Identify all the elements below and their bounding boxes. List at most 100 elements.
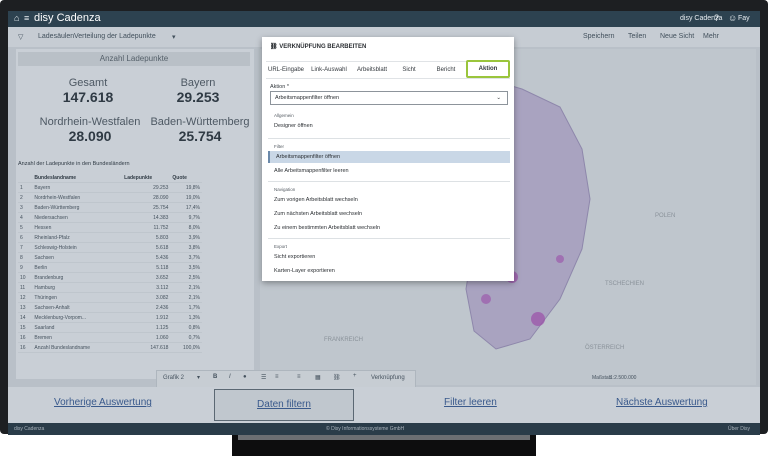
prev-analysis-link[interactable]: Vorherige Auswertung [54, 397, 152, 408]
clear-filter-link[interactable]: Filter leeren [444, 397, 497, 408]
table-row[interactable]: 16 Bremen 1.060 0,7% [18, 332, 202, 343]
scale-label: Maßstab [592, 375, 612, 381]
align-right-icon[interactable]: ≡ [297, 374, 301, 380]
italic-icon[interactable]: I [229, 374, 231, 380]
menu-item[interactable]: Zum nächsten Arbeitsblatt wechseln [274, 211, 363, 217]
column-header[interactable]: Bundeslandname [32, 173, 123, 183]
menu-icon[interactable]: ≡ [24, 13, 30, 23]
user-icon[interactable]: ☺ [728, 13, 738, 23]
user-name[interactable]: Fay [738, 15, 750, 22]
breadcrumb-current[interactable]: Verteilung der Ladepunkte [74, 33, 156, 40]
charging-points: 3.112 [122, 282, 171, 293]
tab-worksheet[interactable]: Arbeitsblatt [356, 67, 387, 73]
table-row[interactable]: 5 Hessen 11.752 8,0% [18, 222, 202, 233]
filter-data-button[interactable]: Daten filtern [214, 389, 354, 421]
action-select[interactable]: Arbeitsmappenfilter öffnen ⌄ [270, 91, 508, 105]
table-row[interactable]: 6 Rheinland-Pfalz 5.803 3,9% [18, 232, 202, 243]
link-icon[interactable]: ⛓ [333, 375, 341, 381]
chevron-down-icon: ⌄ [496, 95, 501, 101]
table-row[interactable]: 11 Hamburg 3.112 2,1% [18, 282, 202, 293]
menu-divider [268, 181, 510, 182]
table-row[interactable]: 10 Brandenburg 3.652 2,5% [18, 272, 202, 283]
menu-group-label: Allgemein [274, 113, 294, 118]
tab-link-selection[interactable]: Link-Auswahl [311, 67, 347, 73]
data-table: Bundeslandname Ladepunkte Quote 1 Bayern 2… [18, 173, 202, 353]
table-row[interactable]: 14 Mecklenburg-Vorpom... 1.912 1,3% [18, 312, 202, 323]
tab-url-input[interactable]: URL-Eingabe [267, 67, 305, 73]
table-row[interactable]: 1 Bayern 29.253 19,8% [18, 182, 202, 193]
menu-item[interactable]: Sicht exportieren [274, 254, 316, 260]
status-right[interactable]: Über Disy [728, 426, 750, 432]
menu-item[interactable]: Karten-Layer exportieren [274, 268, 335, 274]
app-brand: disy Cadenza [680, 15, 723, 22]
menu-item[interactable]: Zu einem bestimmten Arbeitsblatt wechsel… [274, 225, 381, 231]
next-analysis-link[interactable]: Nächste Auswertung [616, 397, 708, 408]
table-icon[interactable]: ▦ [315, 375, 321, 381]
share: 0,7% [170, 332, 202, 343]
bold-icon[interactable]: B [213, 374, 218, 380]
charging-points: 1.125 [122, 322, 171, 333]
font-select[interactable]: Grafik 2 [163, 375, 185, 381]
tab-report[interactable]: Bericht [436, 67, 456, 73]
align-center-icon[interactable]: ≡ [275, 374, 279, 380]
scale-value[interactable]: 1:2.500.000 [610, 375, 637, 381]
add-icon[interactable]: + [353, 373, 357, 379]
menu-item[interactable]: Alle Arbeitsmappenfilter leeren [274, 168, 349, 174]
link-button[interactable]: Verknüpfung [371, 375, 405, 381]
text-editor-toolbar: Grafik 2 ▾ B I ● ☰ ≡ ≡ ▦ ⛓ + Verknüpfung [156, 370, 416, 388]
chevron-down-icon[interactable]: ▾ [172, 34, 176, 41]
state-name: Saarland [32, 322, 123, 333]
list-icon[interactable]: ☰ [261, 375, 267, 381]
row-number: 3 [18, 202, 33, 213]
help-icon[interactable]: ? [714, 13, 720, 23]
column-header[interactable]: Quote [170, 173, 202, 183]
share: 1,3% [170, 312, 202, 323]
table-row[interactable]: 8 Sachsen 5.436 3,7% [18, 252, 202, 263]
kpi-value: 147.618 [62, 89, 114, 105]
table-row[interactable]: 7 Schleswig-Holstein 5.618 3,8% [18, 242, 202, 253]
table-row[interactable]: 13 Sachsen-Anhalt 2.436 1,7% [18, 302, 202, 313]
save-button[interactable]: Speichern [583, 33, 615, 40]
row-number: 7 [18, 242, 33, 253]
home-icon[interactable]: ⌂ [14, 13, 20, 23]
breadcrumb-item[interactable]: Ladesäulen [38, 33, 75, 40]
table-row[interactable]: 15 Saarland 1.125 0,8% [18, 322, 202, 333]
color-icon[interactable]: ● [243, 374, 247, 380]
charging-points: 2.436 [122, 302, 171, 313]
kpi-label: Baden-Württemberg [150, 116, 250, 128]
share: 3,5% [170, 262, 202, 273]
tab-action[interactable]: Aktion [466, 60, 510, 78]
share: 2,1% [170, 292, 202, 303]
charging-points: 5.618 [122, 242, 171, 253]
tab-view[interactable]: Sicht [402, 67, 416, 73]
chevron-down-icon[interactable]: ▾ [197, 375, 201, 381]
new-view-button[interactable]: Neue Sicht [660, 33, 695, 40]
filter-icon[interactable]: ▽ [18, 34, 24, 41]
charging-points: 3.652 [122, 272, 171, 283]
menu-item[interactable]: Designer öffnen [274, 123, 313, 129]
share-button[interactable]: Teilen [628, 33, 647, 40]
menu-item-selected[interactable]: Arbeitsmappenfilter öffnen [268, 151, 510, 163]
row-number: 1 [18, 182, 33, 193]
share: 3,9% [170, 232, 202, 243]
table-row[interactable]: 3 Baden-Württemberg 25.754 17,4% [18, 202, 202, 213]
state-name: Bayern [32, 182, 123, 193]
share: 1,7% [170, 302, 202, 313]
row-number: 12 [18, 292, 33, 303]
table-total-row[interactable]: 16 Anzahl Bundeslandname 147.618 100,0% [18, 342, 202, 353]
map-label: ÖSTERREICH [585, 345, 625, 351]
state-name: Hamburg [32, 282, 123, 293]
table-row[interactable]: 2 Nordrhein-Westfalen 28.090 19,0% [18, 192, 202, 203]
row-number: 4 [18, 212, 33, 223]
charging-points: 28.090 [122, 192, 171, 203]
column-header[interactable]: Ladepunkte [122, 173, 171, 183]
table-row[interactable]: 4 Niedersachsen 14.383 9,7% [18, 212, 202, 223]
menu-divider [268, 138, 510, 139]
menu-item[interactable]: Zum vorigen Arbeitsblatt wechseln [274, 197, 358, 203]
more-button[interactable]: Mehr [703, 33, 719, 40]
row-number: 13 [18, 302, 33, 313]
kpi-value: 25.754 [178, 128, 222, 144]
table-row[interactable]: 12 Thüringen 3.082 2,1% [18, 292, 202, 303]
action-select-value: Arbeitsmappenfilter öffnen [275, 95, 340, 101]
table-row[interactable]: 9 Berlin 5.118 3,5% [18, 262, 202, 273]
